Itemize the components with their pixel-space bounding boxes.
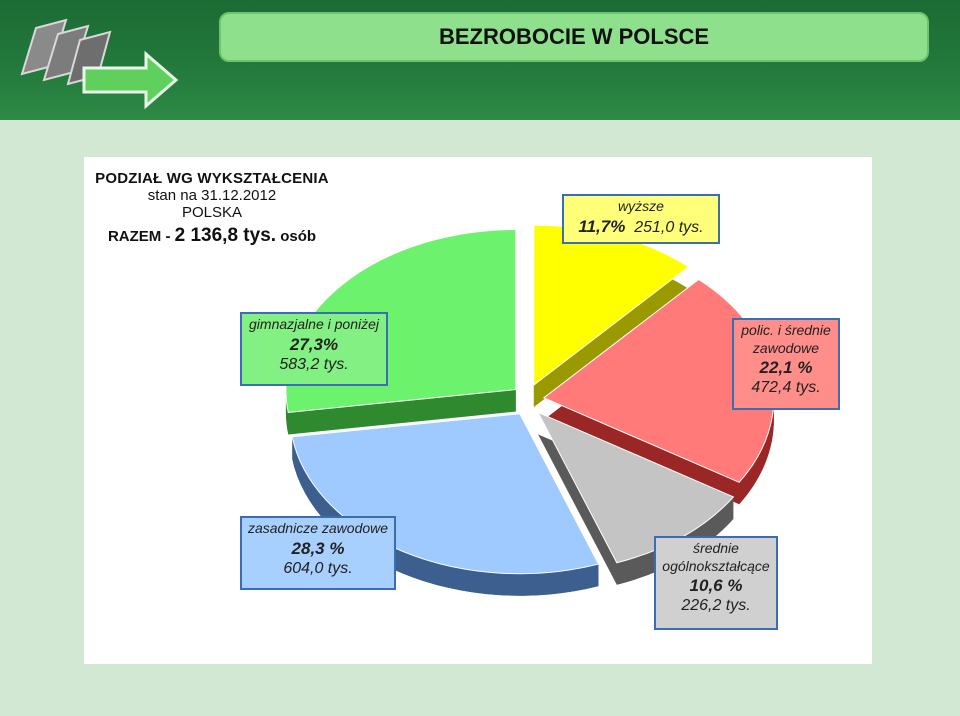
pie-slice-side [616,496,734,585]
label-value: 604,0 tys. [283,559,353,577]
pie-slice-side [285,389,289,435]
summary-heading: PODZIAŁ WG WYKSZTAŁCENIA [95,170,329,187]
summary-date: stan na 31.12.2012 [147,187,277,204]
label-name-line2: zawodowe [752,339,820,356]
label-percent: 10,6 % [689,576,743,595]
label-wyzsze: wyższe 11,7% 251,0 tys. [562,194,720,244]
label-polic-srednie: polic. i średnie zawodowe 22,1 % 472,4 t… [732,318,840,410]
pie-slice-side [739,397,774,505]
label-name-line2: ogólnokształcące [662,557,770,574]
summary-total: RAZEM - 2 136,8 tys. osób [92,225,332,247]
label-percent: 22,1 % [759,358,813,377]
summary-total-value: 2 136,8 tys. [174,225,277,246]
summary-total-prefix: RAZEM - [107,228,175,245]
label-percent: 11,7% [578,216,626,236]
label-value: 472,4 tys. [751,379,821,397]
label-value: 583,2 tys. [279,355,349,373]
label-zasadnicze: zasadnicze zawodowe 28,3 % 604,0 tys. [240,516,396,590]
label-name: gimnazjalne i poniżej [249,316,379,332]
summary-info: PODZIAŁ WG WYKSZTAŁCENIA stan na 31.12.2… [92,170,332,247]
label-name-line1: polic. i średnie [741,322,831,338]
label-name: zasadnicze zawodowe [247,520,389,536]
label-name-line1: średnie [693,540,739,556]
label-percent: 28,3 % [291,538,345,558]
label-value: 251,0 tys. [634,218,704,236]
label-percent: 27,3% [289,334,339,354]
header-band: BEZROBOCIE W POLSCE [0,0,960,120]
arrows-logo-icon [20,18,179,110]
label-gimnazjalne: gimnazjalne i poniżej 27,3% 583,2 tys. [240,312,388,386]
page-title: BEZROBOCIE W POLSCE [219,12,929,62]
summary-country: POLSKA [181,204,243,221]
label-srednie-ogolne: średnie ogólnokształcące 10,6 % 226,2 ty… [654,536,778,630]
label-name: wyższe [618,198,664,214]
summary-total-suffix: osób [276,228,317,245]
label-value: 226,2 tys. [681,597,751,615]
